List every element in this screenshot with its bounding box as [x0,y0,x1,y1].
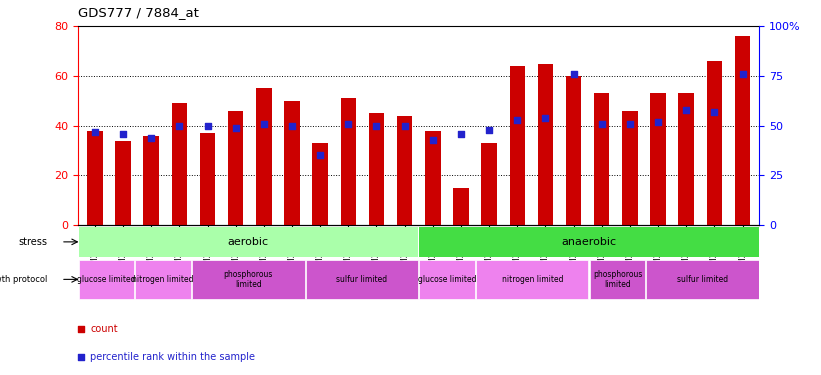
Bar [256,88,272,225]
Text: phosphorous
limited: phosphorous limited [593,270,642,289]
Bar [453,188,469,225]
Bar [284,101,300,225]
Point [398,123,411,129]
Bar [79,260,134,299]
Bar [735,36,750,225]
Bar [115,141,131,225]
Point [426,136,439,142]
Point [454,130,467,136]
Bar [594,93,609,225]
Bar [200,133,215,225]
Bar [420,260,475,299]
Point [736,71,749,77]
Point [75,354,88,360]
Bar [622,111,638,225]
Bar [566,76,581,225]
Point [652,118,665,124]
Point [623,121,636,127]
Bar [313,143,328,225]
Text: sulfur limited: sulfur limited [337,275,388,284]
Bar [369,113,384,225]
Point [172,123,186,129]
Point [89,129,102,135]
Bar [87,130,103,225]
Point [483,127,496,133]
Bar [228,111,243,225]
Point [708,109,721,115]
Text: glucose limited: glucose limited [418,275,476,284]
Text: nitrogen limited: nitrogen limited [132,275,194,284]
Bar [135,260,191,299]
Text: anaerobic: anaerobic [562,237,617,247]
Text: aerobic: aerobic [227,237,269,247]
Bar [305,260,418,299]
Point [257,121,270,127]
Point [229,124,242,130]
Bar [510,66,525,225]
Point [314,152,327,158]
Text: count: count [90,324,118,334]
Point [201,123,214,129]
Bar [144,136,159,225]
Bar [79,226,418,257]
Bar [192,260,305,299]
Point [511,117,524,123]
Bar [589,260,645,299]
Text: GDS777 / 7884_at: GDS777 / 7884_at [78,6,199,19]
Bar [397,116,412,225]
Bar [425,130,441,225]
Bar [420,226,759,257]
Bar [650,93,666,225]
Text: percentile rank within the sample: percentile rank within the sample [90,352,255,362]
Text: nitrogen limited: nitrogen limited [502,275,563,284]
Text: glucose limited: glucose limited [77,275,135,284]
Text: stress: stress [18,237,48,247]
Bar [341,98,356,225]
Bar [538,63,553,225]
Bar [172,103,187,225]
Bar [481,143,497,225]
Bar [646,260,759,299]
Point [539,115,552,121]
Point [370,123,383,129]
Point [144,135,158,141]
Text: sulfur limited: sulfur limited [677,275,728,284]
Bar [476,260,589,299]
Bar [707,61,722,225]
Point [117,130,130,136]
Text: phosphorous
limited: phosphorous limited [223,270,273,289]
Bar [678,93,694,225]
Point [75,326,88,332]
Point [680,107,693,113]
Text: growth protocol: growth protocol [0,275,48,284]
Point [567,71,580,77]
Point [595,121,608,127]
Point [286,123,299,129]
Point [342,121,355,127]
